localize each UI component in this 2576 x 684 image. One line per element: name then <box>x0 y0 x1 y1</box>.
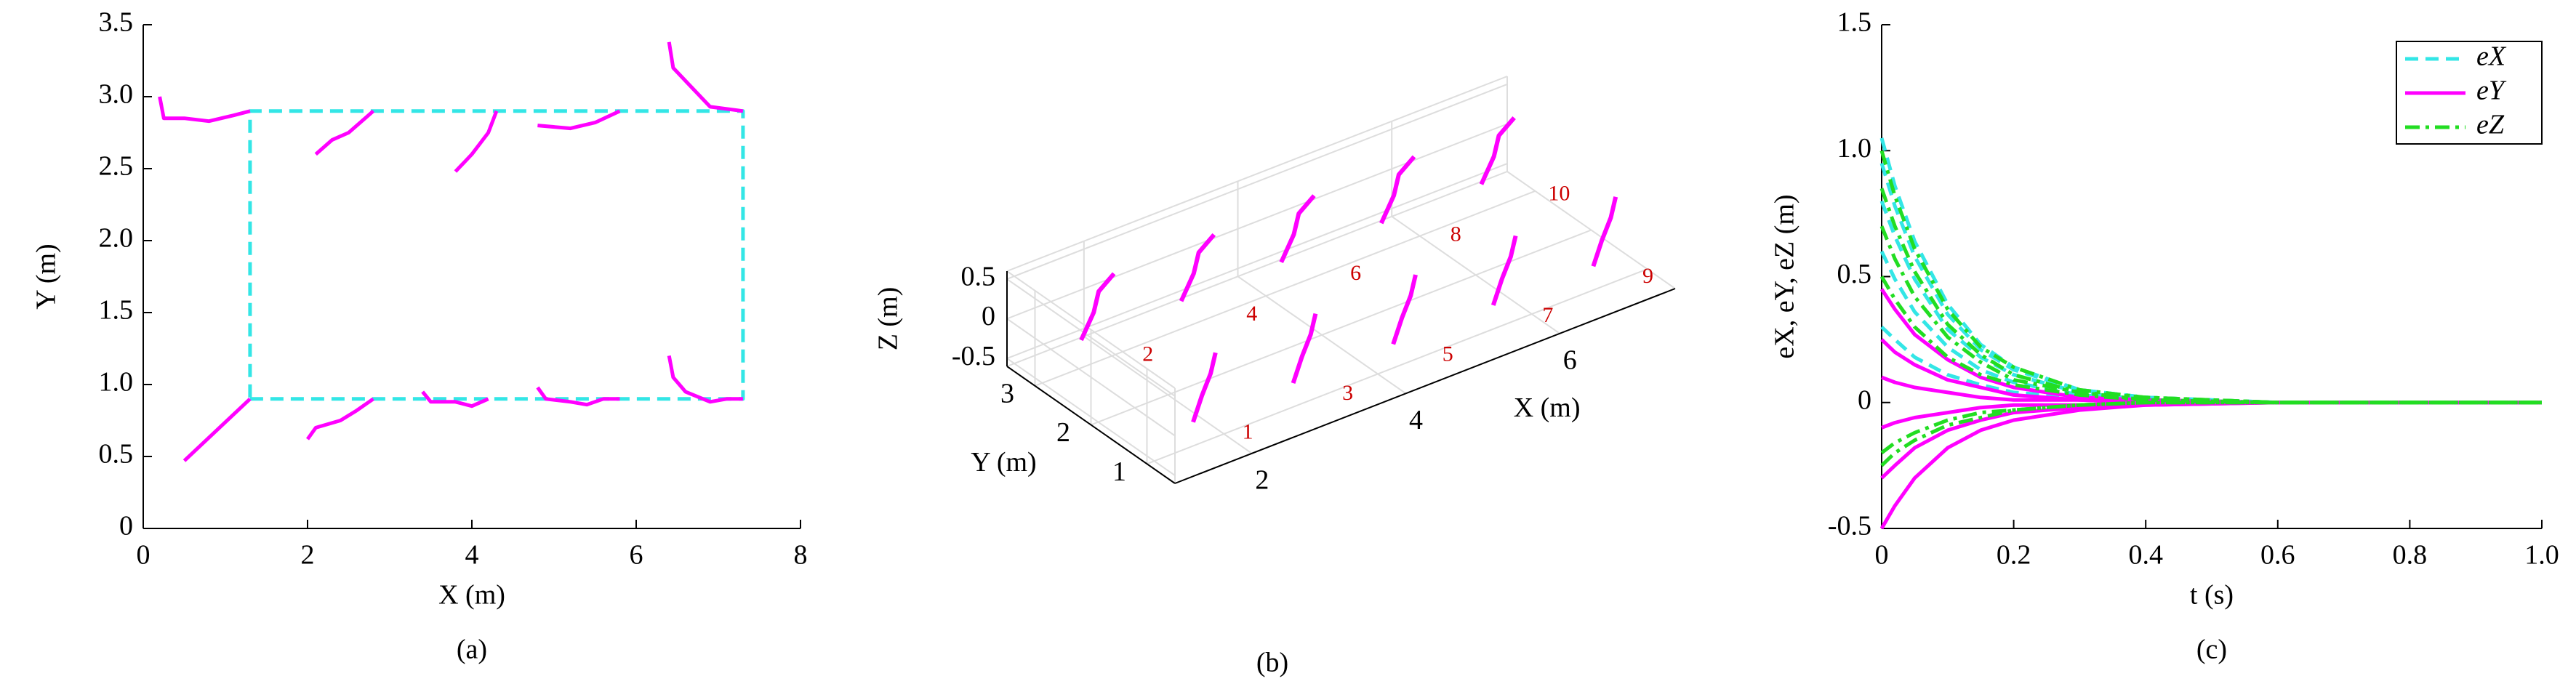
y-tick-label: 0 <box>119 511 133 542</box>
y-tick-label: 1.0 <box>1837 133 1872 164</box>
series-line <box>1879 200 2542 405</box>
x-tick-label: 0 <box>1875 540 1889 571</box>
trajectory <box>1191 352 1218 423</box>
y-tick-label: 0.5 <box>99 439 134 470</box>
agent-label: 6 <box>1350 261 1361 285</box>
x-tick-label: 6 <box>1563 345 1577 376</box>
y-tick-label: -0.5 <box>1828 511 1871 542</box>
x-tick-label: 0.8 <box>2393 540 2428 571</box>
series-line <box>158 41 744 462</box>
grid-line <box>1006 83 1508 280</box>
y-tick-label: 1.5 <box>99 295 134 326</box>
y-axis-label: Y (m) <box>971 447 1036 478</box>
x-tick-label: 0 <box>137 540 151 571</box>
x-axis-label: X (m) <box>438 580 505 611</box>
y-tick-label: 0 <box>1858 385 1871 415</box>
caption: (c) <box>2196 635 2227 665</box>
y-tick-label: 3 <box>1000 379 1014 409</box>
x-tick-label: 0.4 <box>2128 540 2163 571</box>
y-tick-label: 2.5 <box>99 151 134 182</box>
agent-label: 8 <box>1450 222 1461 246</box>
z-tick-label: -0.5 <box>952 341 995 371</box>
legend-label: eY <box>2476 76 2507 106</box>
series-line <box>1880 401 2542 454</box>
grid-line <box>1006 318 1176 437</box>
series-line <box>1880 401 2542 467</box>
agent-label: 3 <box>1342 381 1353 405</box>
x-tick-label: 4 <box>465 540 479 571</box>
trajectory <box>1591 196 1618 267</box>
y-tick-label: 3.5 <box>99 7 134 38</box>
series-line <box>1880 401 2542 480</box>
series-line <box>1880 325 2542 405</box>
series-line <box>1879 275 2542 405</box>
x-axis-label: t (s) <box>2190 580 2234 611</box>
x-tick-label: 1.0 <box>2524 540 2559 571</box>
y-tick-label: 1.0 <box>99 367 134 398</box>
x-tick-label: 2 <box>301 540 315 571</box>
trajectory <box>1490 235 1518 306</box>
y-tick-label: 2 <box>1056 417 1070 448</box>
caption: (a) <box>457 635 487 665</box>
x-axis-line <box>1174 288 1676 484</box>
x-tick-label: 6 <box>630 540 643 571</box>
trajectory <box>1479 116 1516 185</box>
y-tick-label: 0.5 <box>1837 259 1872 289</box>
grid-line <box>1006 163 1508 360</box>
z-tick-label: 0.5 <box>961 262 996 292</box>
z-axis-label: Z (m) <box>873 287 904 351</box>
trajectory <box>1279 194 1316 263</box>
grid-line <box>1006 123 1508 320</box>
x-tick-label: 4 <box>1409 405 1423 435</box>
agent-label: 10 <box>1548 181 1570 205</box>
y-axis-label: eX, eY, eZ (m) <box>1770 194 1800 358</box>
series-line <box>1879 162 2542 405</box>
z-tick-label: 0 <box>982 301 995 331</box>
agent-label: 7 <box>1542 303 1553 327</box>
trajectory <box>1079 272 1116 342</box>
y-axis-label: Y (m) <box>31 244 62 309</box>
series-line <box>1879 188 2542 405</box>
legend-label: eX <box>2476 41 2507 72</box>
box-edge <box>1006 76 1508 272</box>
trajectory <box>1379 155 1416 225</box>
agent-label: 9 <box>1642 264 1653 288</box>
x-tick-label: 0.2 <box>1997 540 2031 571</box>
series-line <box>1879 250 2542 405</box>
agent-label: 2 <box>1142 342 1153 366</box>
trajectory <box>1291 313 1318 385</box>
legend-label: eZ <box>2476 110 2505 140</box>
y-tick-label: 3.0 <box>99 79 134 110</box>
agent-label: 4 <box>1246 302 1257 326</box>
grid-line <box>1147 268 1648 465</box>
series-line <box>1881 401 2542 430</box>
grid-line <box>1006 358 1176 476</box>
y-tick-label: 1 <box>1112 456 1126 487</box>
x-axis-label: X (m) <box>1514 393 1581 423</box>
y-tick-label: 1.5 <box>1837 7 1872 38</box>
x-tick-label: 2 <box>1255 464 1269 495</box>
series-line <box>1879 150 2542 405</box>
y-tick-label: 2.0 <box>99 223 134 254</box>
agent-label: 5 <box>1443 342 1453 366</box>
trajectory <box>1179 233 1216 302</box>
agent-label: 1 <box>1243 420 1253 444</box>
x-tick-label: 0.6 <box>2260 540 2295 571</box>
grid-line <box>1035 190 1536 387</box>
grid-line <box>1006 278 1176 397</box>
trajectory <box>1391 274 1418 345</box>
caption: (b) <box>1256 648 1288 678</box>
y-axis-line <box>1006 366 1176 484</box>
x-tick-label: 8 <box>794 540 808 571</box>
